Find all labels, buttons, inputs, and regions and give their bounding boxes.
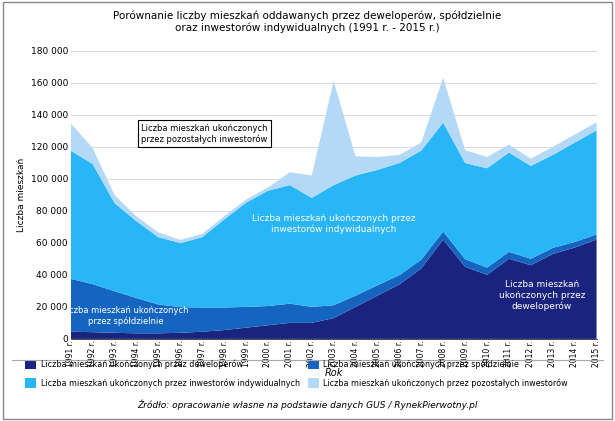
Text: Liczba mieszkań ukończonych przez deweloperów: Liczba mieszkań ukończonych przez dewelo… <box>41 360 242 369</box>
Text: Liczba mieszkań ukończonych przez
inwestorów indywidualnych: Liczba mieszkań ukończonych przez inwest… <box>252 213 416 234</box>
Text: Liczba mieszkań ukończonych przez inwestorów indywidualnych: Liczba mieszkań ukończonych przez inwest… <box>41 378 300 388</box>
Text: Liczba mieszkań ukończonych przez spółdzielnie: Liczba mieszkań ukończonych przez spółdz… <box>323 360 519 369</box>
Text: Liczba mieszkań ukończonych przez pozostałych inwestorów: Liczba mieszkań ukończonych przez pozost… <box>323 378 568 388</box>
Text: Liczba mieszkań ukończonych
przez pozostałych inwestorów: Liczba mieszkań ukończonych przez pozost… <box>141 124 268 144</box>
Text: Liczba mieszkań
ukończonych przez
deweloperów: Liczba mieszkań ukończonych przez dewelo… <box>499 280 585 311</box>
Text: Źródło: opracowanie własne na podstawie danych GUS / RynekPierwotny.pl: Źródło: opracowanie własne na podstawie … <box>137 400 478 410</box>
Y-axis label: Liczba mieszkań: Liczba mieszkań <box>17 157 26 232</box>
Text: Liczba mieszkań ukończonych
przez spółdzielnie: Liczba mieszkań ukończonych przez spółdz… <box>62 306 189 326</box>
X-axis label: Rok: Rok <box>325 368 343 378</box>
Text: Porównanie liczby mieszkań oddawanych przez deweloperów, spółdzielnie
oraz inwes: Porównanie liczby mieszkań oddawanych pr… <box>113 11 502 33</box>
